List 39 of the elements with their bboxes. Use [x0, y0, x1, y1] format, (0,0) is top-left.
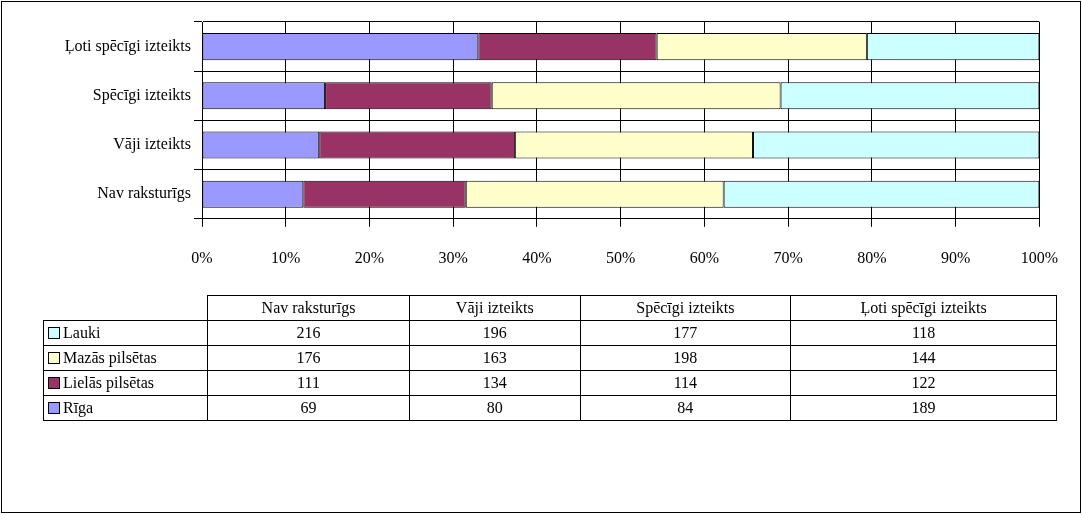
- category-label: Ļoti spēcīgi izteikts: [790, 295, 1057, 321]
- data-label: 111: [207, 370, 410, 396]
- x-tick-label: 60%: [689, 248, 720, 266]
- y-tick-label: Vāji izteikts: [113, 135, 191, 154]
- y-tick-label: Ļoti spēcīgi izteikts: [64, 36, 191, 55]
- data-label: 177: [580, 320, 791, 346]
- data-label: 176: [207, 345, 410, 371]
- text: Lielās pilsētas: [63, 374, 155, 391]
- y-tick-label: Spēcīgi izteikts: [92, 86, 191, 104]
- x-tick-label: 90%: [940, 248, 971, 266]
- data-label: 84: [580, 395, 791, 421]
- data-label: 216: [207, 320, 410, 346]
- data-label: 163: [409, 345, 581, 371]
- data-label: 134: [409, 370, 581, 396]
- data-label: 118: [790, 320, 1057, 346]
- x-tick-label: 80%: [857, 248, 887, 266]
- category-label: Spēcīgi izteikts: [580, 295, 791, 321]
- data-label: 189: [790, 395, 1057, 421]
- data-label: 144: [790, 345, 1057, 371]
- data-label: 69: [207, 395, 410, 421]
- x-tick-label: 50%: [606, 248, 636, 266]
- x-tick-label: 40%: [522, 248, 552, 266]
- data-label: 122: [790, 370, 1057, 396]
- text: Lauki: [63, 324, 101, 341]
- x-tick-label: 100%: [1020, 248, 1058, 266]
- x-tick-label: 0%: [191, 248, 213, 266]
- text: Mazās pilsētas: [63, 349, 157, 366]
- category-label: Vāji izteikts: [409, 295, 581, 321]
- data-label: 198: [580, 345, 791, 371]
- x-tick-label: 30%: [438, 248, 468, 266]
- data-label: 114: [580, 370, 791, 396]
- x-tick-label: 20%: [354, 248, 385, 266]
- x-tick-label: 10%: [271, 248, 301, 266]
- text: Rīga: [63, 399, 94, 416]
- x-tick-label: 70%: [773, 248, 803, 266]
- data-label: 80: [409, 395, 581, 421]
- category-label: Nav raksturīgs: [207, 295, 410, 321]
- y-tick-label: Nav raksturīgs: [97, 184, 191, 203]
- data-label: 196: [409, 320, 581, 346]
